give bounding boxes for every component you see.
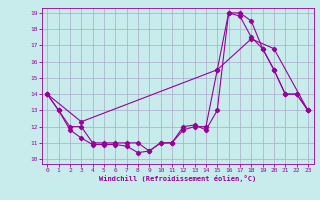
X-axis label: Windchill (Refroidissement éolien,°C): Windchill (Refroidissement éolien,°C) (99, 175, 256, 182)
